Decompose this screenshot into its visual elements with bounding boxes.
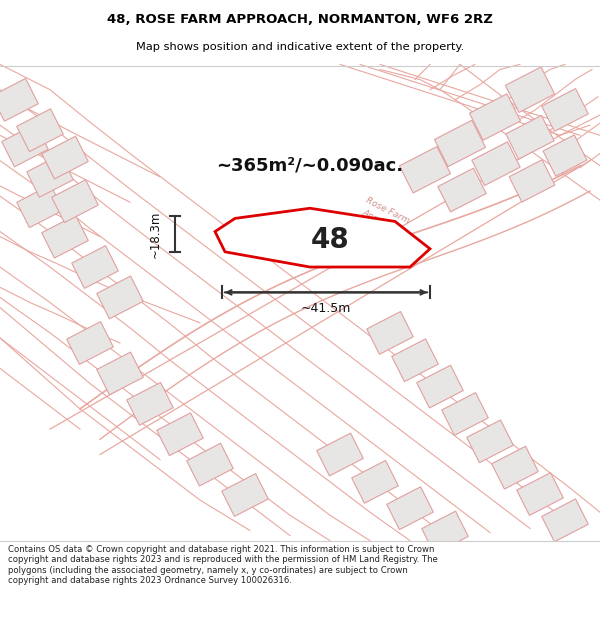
Text: ~41.5m: ~41.5m: [301, 302, 351, 315]
Polygon shape: [42, 215, 88, 258]
Polygon shape: [17, 109, 63, 152]
Polygon shape: [467, 420, 513, 462]
Polygon shape: [392, 339, 438, 382]
Text: Map shows position and indicative extent of the property.: Map shows position and indicative extent…: [136, 42, 464, 52]
Polygon shape: [542, 89, 588, 131]
Polygon shape: [127, 382, 173, 425]
Text: 48, ROSE FARM APPROACH, NORMANTON, WF6 2RZ: 48, ROSE FARM APPROACH, NORMANTON, WF6 2…: [107, 13, 493, 26]
Polygon shape: [97, 276, 143, 319]
Polygon shape: [367, 311, 413, 354]
Polygon shape: [67, 322, 113, 364]
Polygon shape: [387, 487, 433, 529]
Polygon shape: [97, 352, 143, 395]
Text: 48: 48: [311, 226, 349, 254]
Polygon shape: [417, 365, 463, 408]
Polygon shape: [434, 120, 485, 167]
Polygon shape: [422, 511, 468, 554]
Polygon shape: [505, 67, 554, 112]
Polygon shape: [2, 124, 48, 167]
Polygon shape: [400, 146, 451, 193]
Polygon shape: [509, 160, 555, 202]
Polygon shape: [42, 136, 88, 179]
Polygon shape: [187, 443, 233, 486]
Polygon shape: [0, 79, 38, 121]
Text: Rose Farm
Approach: Rose Farm Approach: [359, 196, 411, 237]
Polygon shape: [442, 392, 488, 436]
Polygon shape: [72, 246, 118, 288]
Polygon shape: [215, 208, 430, 267]
Polygon shape: [222, 474, 268, 516]
Polygon shape: [543, 135, 587, 176]
Text: ~18.3m: ~18.3m: [149, 211, 161, 258]
Polygon shape: [542, 499, 588, 542]
Polygon shape: [469, 94, 521, 140]
Polygon shape: [517, 472, 563, 516]
Polygon shape: [492, 446, 538, 489]
Polygon shape: [52, 180, 98, 222]
Polygon shape: [472, 142, 520, 186]
Text: ~365m²/~0.090ac.: ~365m²/~0.090ac.: [217, 157, 404, 175]
Polygon shape: [506, 116, 554, 159]
Polygon shape: [157, 413, 203, 456]
Polygon shape: [438, 168, 486, 212]
Polygon shape: [27, 154, 73, 198]
Polygon shape: [352, 461, 398, 503]
Polygon shape: [17, 185, 63, 228]
Text: Contains OS data © Crown copyright and database right 2021. This information is : Contains OS data © Crown copyright and d…: [8, 545, 437, 585]
Polygon shape: [317, 433, 363, 476]
